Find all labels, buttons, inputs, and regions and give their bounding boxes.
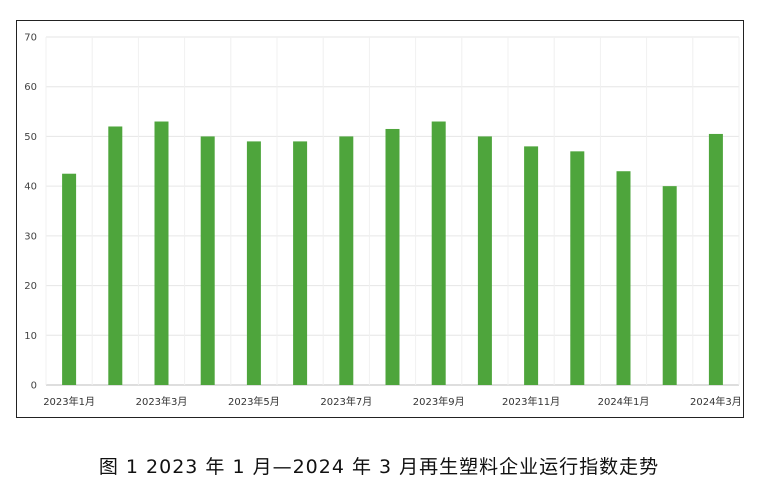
- bars: [62, 121, 723, 385]
- bar: [385, 128, 400, 385]
- bar: [616, 171, 631, 385]
- x-tick-label: 2024年3月: [690, 395, 742, 408]
- y-tick-label: 30: [24, 231, 37, 242]
- x-tick-label: 2023年9月: [413, 395, 465, 408]
- x-tick-label: 2023年7月: [320, 395, 372, 408]
- bar: [246, 141, 261, 385]
- bar: [339, 136, 354, 385]
- chart-frame: 0 10 20 30 40 50 60 70 2023年1月 2023年3月 2023年5月 202…: [16, 20, 744, 418]
- y-tick-label: 10: [24, 331, 37, 342]
- x-tick-label: 2024年1月: [598, 395, 650, 408]
- x-tick-label: 2023年1月: [43, 395, 95, 408]
- x-axis: 2023年1月 2023年3月 2023年5月 2023年7月 2023年9月 2023年…: [43, 395, 742, 408]
- y-tick-label: 60: [24, 82, 37, 93]
- bar: [154, 121, 169, 385]
- y-tick-label: 50: [24, 132, 37, 143]
- x-tick-label: 2023年11月: [502, 395, 560, 408]
- bar: [108, 126, 123, 385]
- y-tick-label: 0: [31, 381, 37, 392]
- y-axis: 0 10 20 30 40 50 60 70: [24, 33, 37, 392]
- bar: [293, 141, 308, 385]
- y-tick-label: 20: [24, 281, 37, 292]
- bar: [524, 146, 539, 385]
- y-tick-label: 70: [24, 33, 37, 44]
- y-tick-label: 40: [24, 182, 37, 193]
- bar: [570, 151, 585, 385]
- bar: [477, 136, 492, 385]
- bar: [62, 173, 77, 385]
- x-tick-label: 2023年5月: [228, 395, 280, 408]
- x-tick-label: 2023年3月: [136, 395, 188, 408]
- bar: [708, 133, 723, 385]
- bar: [431, 121, 446, 385]
- bar: [200, 136, 215, 385]
- figure-caption: 图 1 2023 年 1 月—2024 年 3 月再生塑料企业运行指数走势: [98, 456, 660, 478]
- bar: [662, 186, 677, 385]
